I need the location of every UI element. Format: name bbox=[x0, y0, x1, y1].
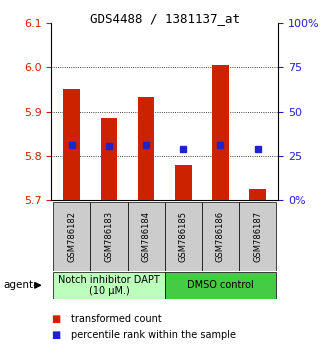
Text: DMSO control: DMSO control bbox=[187, 280, 254, 290]
Bar bbox=[53, 202, 90, 271]
Text: Notch inhibitor DAPT
(10 μM.): Notch inhibitor DAPT (10 μM.) bbox=[58, 274, 160, 296]
Text: GSM786186: GSM786186 bbox=[216, 211, 225, 262]
Text: agent: agent bbox=[3, 280, 33, 290]
Text: ■: ■ bbox=[51, 330, 61, 339]
Bar bbox=[101, 118, 117, 200]
Bar bbox=[202, 202, 239, 271]
Text: GDS4488 / 1381137_at: GDS4488 / 1381137_at bbox=[90, 12, 241, 25]
Bar bbox=[249, 189, 266, 200]
Bar bbox=[165, 202, 202, 271]
Bar bbox=[175, 166, 192, 200]
Bar bbox=[138, 97, 155, 200]
Text: GSM786184: GSM786184 bbox=[142, 211, 151, 262]
Text: ■: ■ bbox=[51, 314, 61, 324]
Bar bbox=[239, 202, 276, 271]
Text: GSM786182: GSM786182 bbox=[67, 211, 76, 262]
Bar bbox=[63, 90, 80, 200]
Bar bbox=[165, 272, 276, 299]
Text: percentile rank within the sample: percentile rank within the sample bbox=[71, 330, 236, 339]
Text: GSM786183: GSM786183 bbox=[104, 211, 114, 262]
Bar bbox=[90, 202, 127, 271]
Bar bbox=[212, 65, 229, 200]
Text: GSM786185: GSM786185 bbox=[179, 211, 188, 262]
Bar bbox=[127, 202, 165, 271]
Text: GSM786187: GSM786187 bbox=[253, 211, 262, 262]
Text: transformed count: transformed count bbox=[71, 314, 162, 324]
Bar bbox=[53, 272, 165, 299]
